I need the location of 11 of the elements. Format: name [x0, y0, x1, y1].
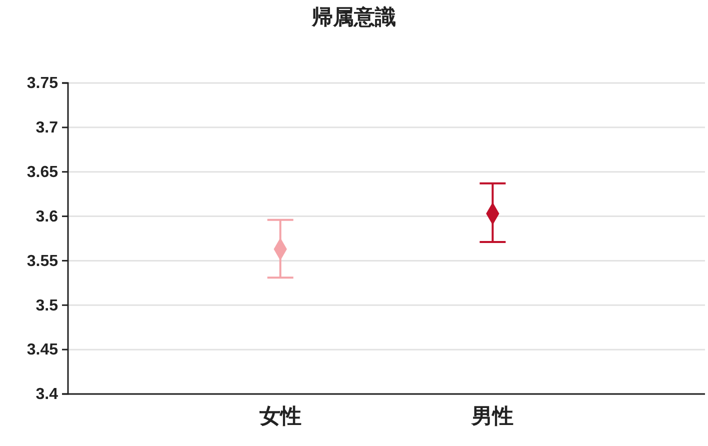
x-tick-label: 男性	[470, 404, 514, 428]
y-tick-label: 3.75	[26, 75, 58, 92]
y-tick-label: 3.5	[36, 297, 58, 314]
y-tick-label: 3.65	[26, 164, 58, 181]
chart-title: 帰属意識	[311, 5, 396, 29]
x-tick-label: 女性	[258, 404, 302, 428]
y-tick-label: 3.7	[36, 120, 58, 137]
y-tick-label: 3.55	[26, 252, 58, 270]
y-tick-label: 3.6	[36, 208, 58, 226]
y-tick-label: 3.45	[26, 342, 58, 359]
y-tick-label: 3.4	[36, 386, 58, 404]
